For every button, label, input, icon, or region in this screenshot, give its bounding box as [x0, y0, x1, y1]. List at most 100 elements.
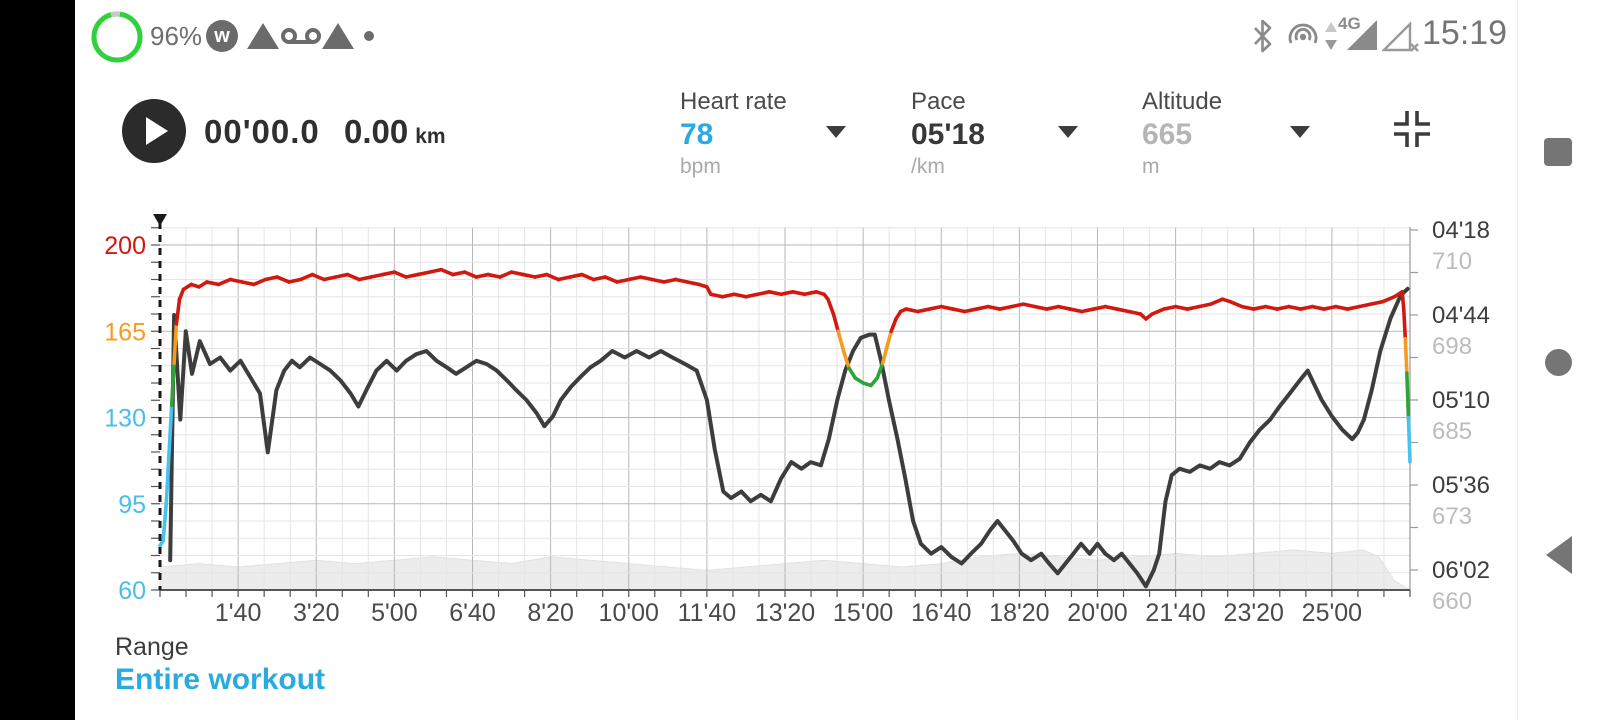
heart-rate-line — [416, 270, 432, 277]
heart-rate-line — [831, 312, 840, 334]
heart-rate-line — [1275, 304, 1291, 311]
heart-rate-line — [1173, 304, 1190, 311]
heart-rate-line — [1369, 299, 1385, 306]
pace-axis-label: 04'18 — [1432, 217, 1490, 244]
heart-rate-line — [744, 292, 760, 299]
heart-rate-line — [1322, 304, 1338, 311]
heart-rate-line — [174, 297, 182, 326]
metric-selector-heart-rate[interactable]: Heart rate 78 bpm — [680, 88, 890, 180]
heart-rate-line — [1403, 336, 1409, 375]
x-axis-label: 21'40 — [1145, 599, 1205, 627]
heart-rate-line — [380, 270, 397, 277]
heart-rate-line — [638, 275, 654, 282]
heart-rate-line — [673, 277, 690, 284]
heart-rate-line — [164, 445, 172, 506]
x-axis-label: 1'40 — [215, 599, 261, 627]
heart-rate-line — [322, 275, 338, 282]
heart-rate-line — [1401, 307, 1408, 341]
metric-value: 78 — [680, 118, 714, 151]
heart-rate-line — [962, 307, 979, 314]
chevron-down-icon[interactable] — [1058, 126, 1078, 138]
heart-rate-line — [880, 346, 889, 366]
heart-rate-line — [486, 272, 502, 279]
heart-rate-line — [167, 403, 174, 449]
heart-rate-line — [439, 267, 455, 277]
back-button[interactable] — [1546, 536, 1572, 574]
heart-rate-line — [708, 292, 725, 299]
heart-rate-line — [836, 329, 846, 353]
range-selector[interactable]: Entire workout — [115, 663, 326, 696]
heart-rate-line — [1068, 307, 1084, 314]
data-arrows-icon — [1325, 22, 1337, 50]
heart-rate-line — [1021, 302, 1037, 309]
x-axis-label: 16'40 — [911, 599, 971, 627]
heart-rate-line — [357, 275, 373, 282]
metric-label: Heart rate — [680, 88, 787, 115]
heart-rate-line — [275, 275, 291, 284]
heart-rate-line — [904, 307, 920, 314]
x-axis-label: 18'20 — [989, 599, 1049, 627]
workout-chart[interactable]: 1'40 3'20 5'00 6'40 8'20 10'00 11'40 13'20 15'00… — [80, 198, 1520, 630]
heart-rate-line — [287, 277, 303, 284]
chevron-down-icon[interactable] — [1290, 126, 1310, 138]
x-axis-label: 15'00 — [833, 599, 893, 627]
heart-rate-line — [1228, 299, 1244, 309]
heart-rate-line — [521, 272, 537, 279]
play-button[interactable] — [122, 99, 186, 163]
metric-unit: bpm — [680, 155, 721, 178]
heart-rate-line — [1056, 304, 1072, 311]
alt-axis-label: 660 — [1432, 588, 1472, 615]
heart-rate-line — [802, 290, 819, 297]
pace-line — [168, 286, 1410, 589]
metric-selector-pace[interactable]: Pace 05'18 /km — [911, 88, 1121, 180]
heart-rate-line — [650, 277, 666, 284]
x-axis-label: 23'20 — [1224, 599, 1284, 627]
heart-rate-line — [1115, 307, 1131, 314]
hr-axis-label: 200 — [104, 232, 146, 260]
recents-button[interactable] — [1544, 138, 1572, 166]
chart-cursor-marker[interactable] — [153, 214, 167, 226]
heart-rate-line — [462, 270, 479, 279]
heart-rate-line — [1009, 302, 1026, 309]
battery-percent: 96% — [150, 21, 203, 51]
range-label: Range — [115, 633, 189, 661]
heart-rate-line — [720, 292, 737, 299]
heart-rate-line — [1310, 304, 1326, 311]
heart-rate-line — [533, 272, 549, 279]
exit-fullscreen-icon[interactable] — [1392, 109, 1432, 149]
heart-rate-line — [298, 272, 315, 282]
chevron-down-icon[interactable] — [826, 126, 846, 138]
duration-value: 00'00.0 — [204, 113, 320, 150]
heart-rate-line — [1162, 304, 1178, 311]
distance: 0.00 km — [344, 113, 446, 151]
hr-axis-label: 165 — [104, 318, 146, 346]
heart-rate-line — [205, 280, 221, 287]
heart-rate-line — [1263, 304, 1279, 311]
heart-rate-line — [662, 277, 678, 284]
notification-dot-icon — [364, 31, 374, 41]
play-icon — [146, 117, 168, 145]
heart-rate-line — [927, 304, 944, 311]
heart-rate-line — [1033, 304, 1049, 311]
x-axis-label: 8'20 — [527, 599, 573, 627]
heart-rate-line — [240, 280, 256, 287]
home-button[interactable] — [1545, 349, 1572, 376]
heart-rate-line — [1298, 304, 1315, 311]
x-axis-label: 25'00 — [1302, 599, 1362, 627]
heart-rate-line — [626, 275, 643, 282]
heart-rate-line — [1251, 304, 1268, 311]
heart-rate-line — [875, 361, 885, 380]
metric-selector-altitude[interactable]: Altitude 665 m — [1142, 88, 1352, 180]
signal-strength-icon — [1347, 20, 1377, 50]
x-axis-label: 5'00 — [371, 599, 417, 627]
heart-rate-line — [1150, 307, 1166, 316]
hr-axis-label: 130 — [104, 405, 146, 433]
heart-rate-line — [998, 304, 1014, 311]
heart-rate-line — [1080, 307, 1096, 314]
w-app-badge-icon: w — [206, 20, 238, 52]
heart-rate-line — [345, 272, 362, 282]
metric-value: 665 — [1142, 118, 1193, 151]
heart-rate-line — [1240, 304, 1256, 311]
heart-rate-line — [951, 307, 967, 314]
battery-ring-icon — [91, 11, 143, 63]
